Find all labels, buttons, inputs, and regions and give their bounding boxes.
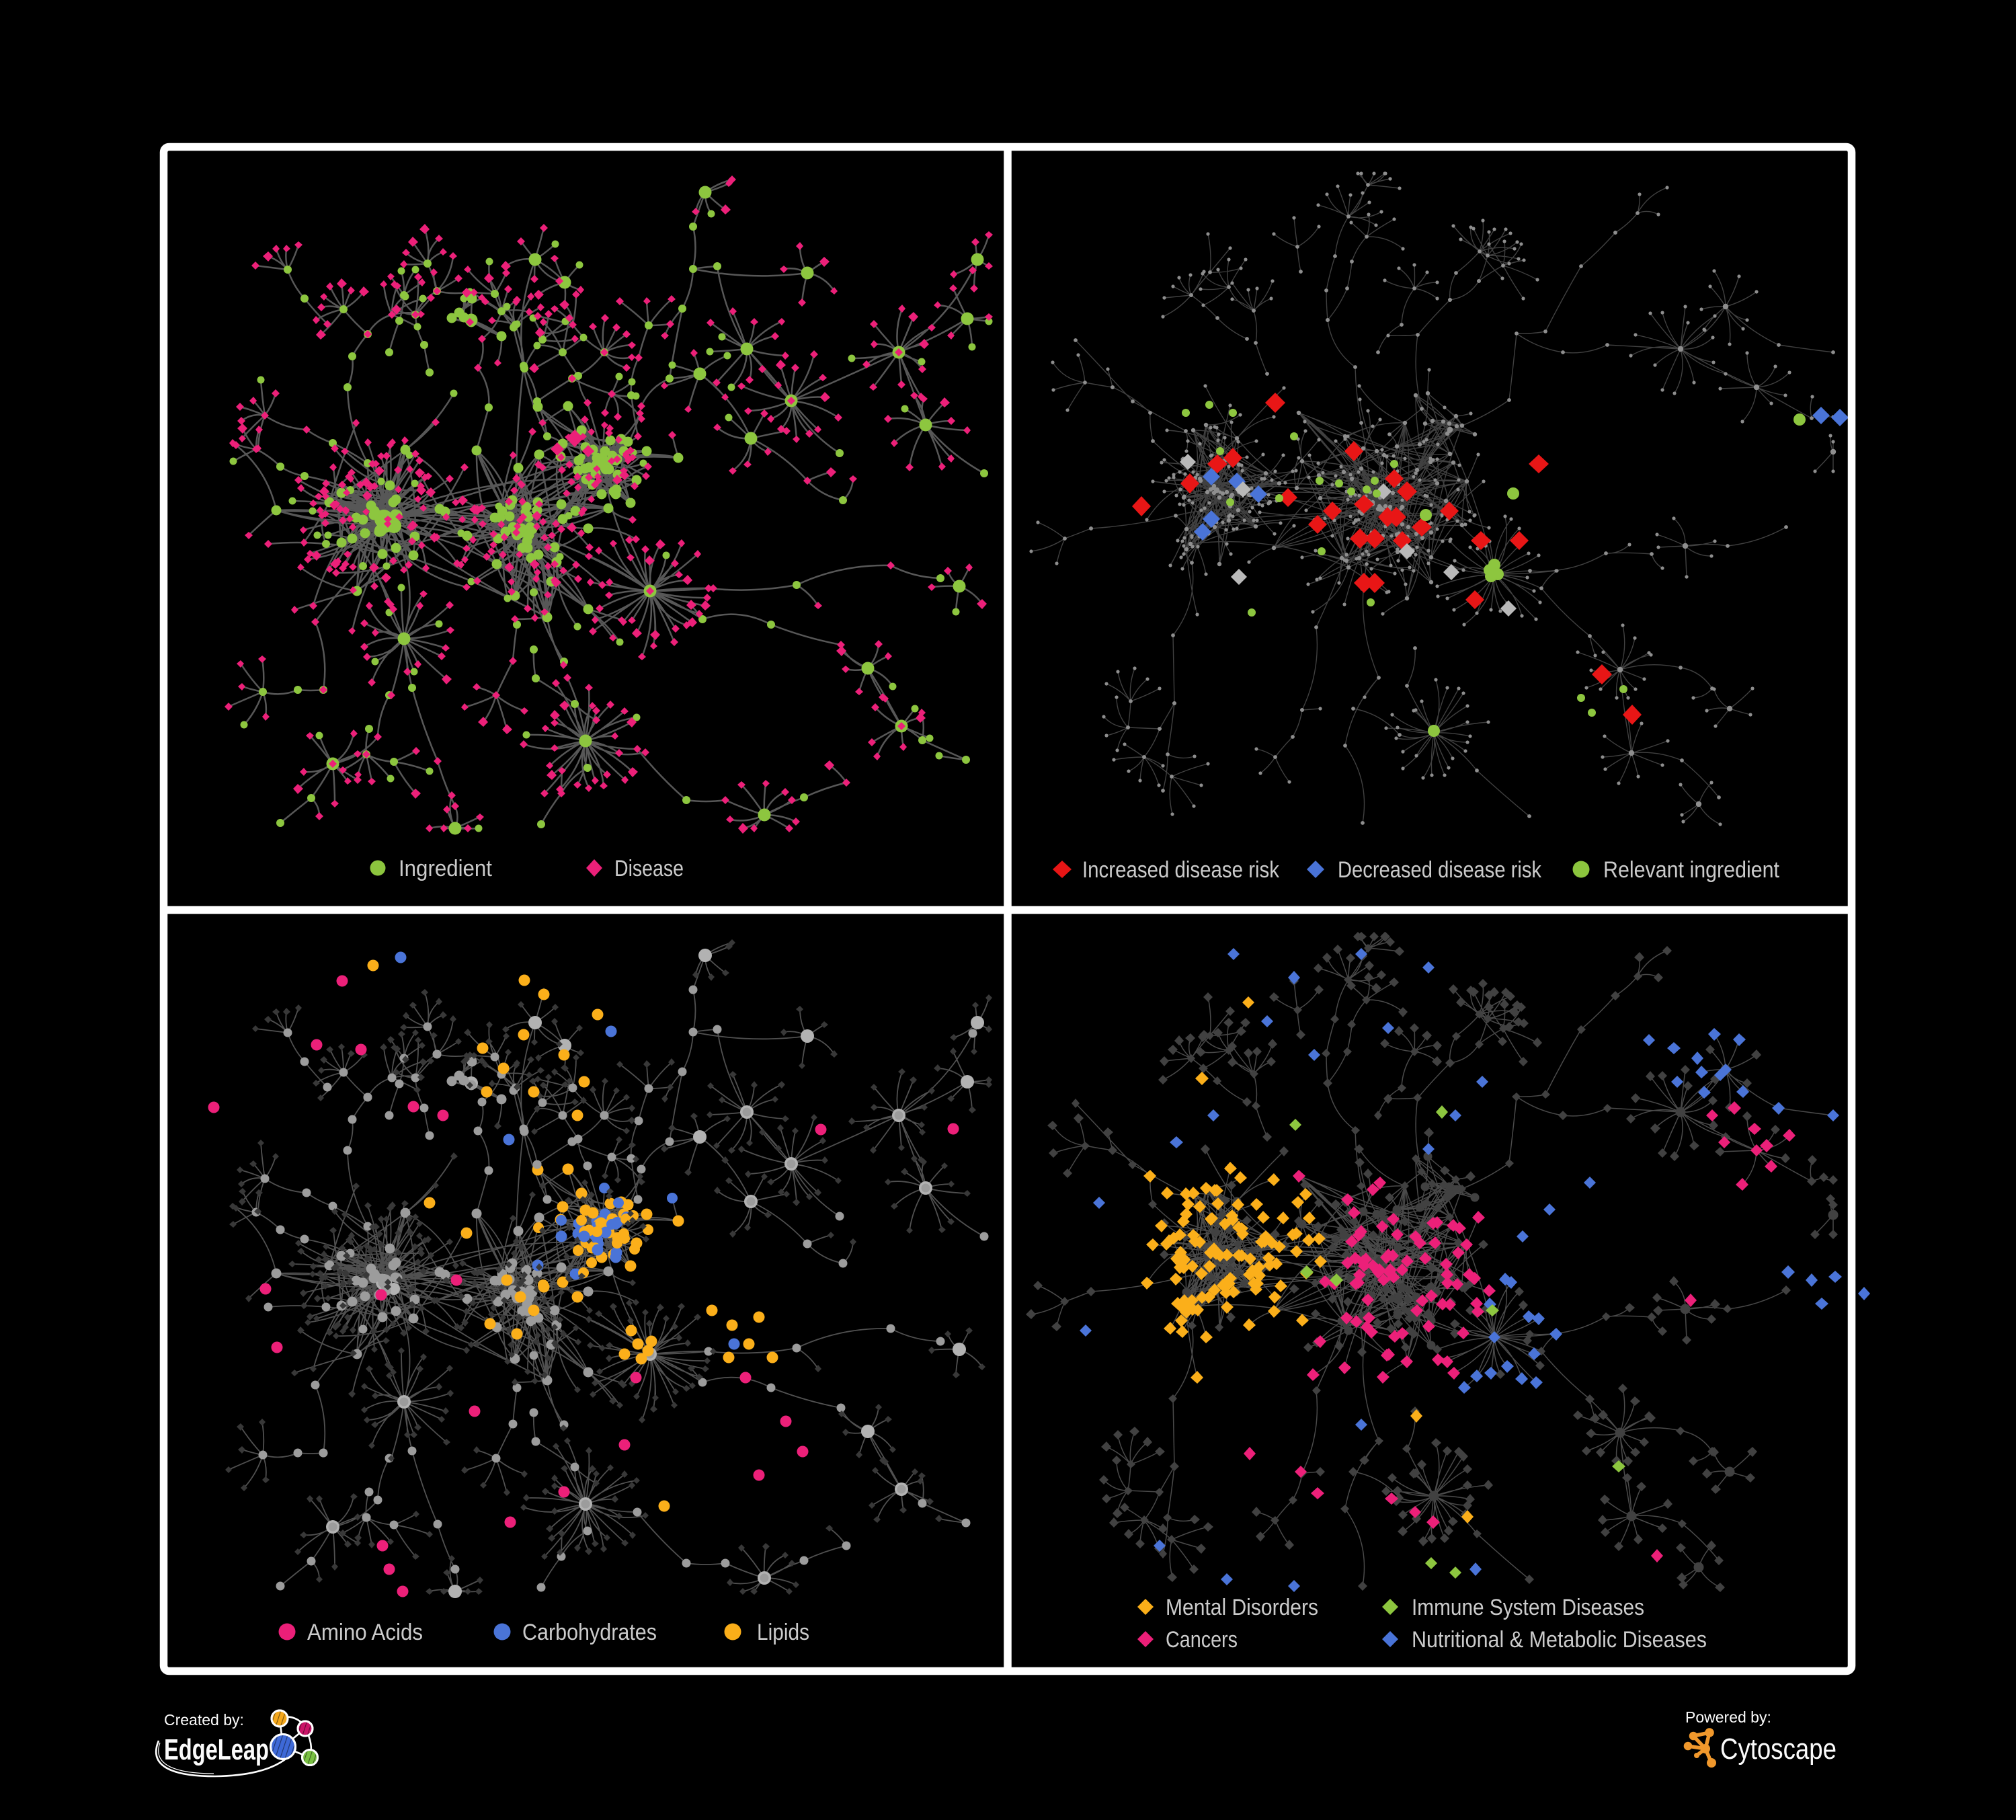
svg-text:EdgeLeap: EdgeLeap xyxy=(164,1733,269,1766)
svg-text:Cytoscape: Cytoscape xyxy=(1720,1733,1837,1766)
svg-text:Amino Acids: Amino Acids xyxy=(307,1620,423,1645)
svg-text:Ingredient: Ingredient xyxy=(399,856,492,881)
svg-text:Mental Disorders: Mental Disorders xyxy=(1166,1595,1318,1620)
svg-text:Powered by:: Powered by: xyxy=(1685,1708,1771,1726)
svg-text:Carbohydrates: Carbohydrates xyxy=(522,1620,657,1645)
svg-text:Increased disease risk: Increased disease risk xyxy=(1082,857,1280,883)
svg-text:Decreased disease risk: Decreased disease risk xyxy=(1338,857,1542,883)
svg-text:Immune System Diseases: Immune System Diseases xyxy=(1412,1595,1644,1620)
svg-text:Nutritional & Metabolic Diseas: Nutritional & Metabolic Diseases xyxy=(1412,1627,1707,1653)
svg-text:Created by:: Created by: xyxy=(164,1711,244,1729)
svg-text:Cancers: Cancers xyxy=(1166,1627,1238,1653)
svg-text:Relevant ingredient: Relevant ingredient xyxy=(1603,857,1779,883)
svg-text:Lipids: Lipids xyxy=(757,1620,809,1645)
svg-text:Disease: Disease xyxy=(614,856,684,881)
